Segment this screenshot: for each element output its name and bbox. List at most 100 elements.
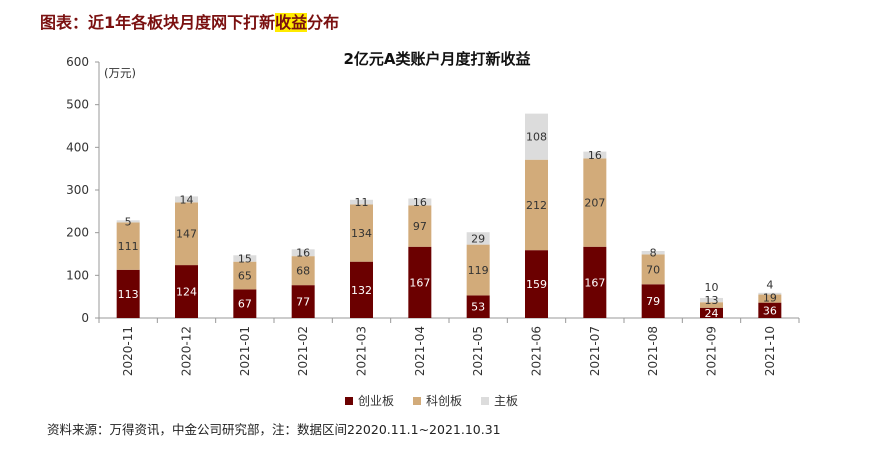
x-tick-label: 2021-06 — [530, 326, 544, 376]
legend-label: 科创板 — [426, 394, 462, 408]
bar-segment-创业板 — [700, 307, 723, 318]
bar-segment-科创板 — [175, 202, 198, 266]
source-note: 资料来源：万得资讯，中金公司研究部，注：数据区间22020.11.1~2021.… — [47, 422, 501, 437]
bar-segment-创业板 — [466, 295, 490, 318]
data-label: 97 — [413, 220, 427, 233]
bar-segment-主板 — [700, 297, 723, 303]
data-label: 16 — [413, 196, 427, 209]
y-tick-label: 600 — [66, 55, 89, 69]
bar-segment-科创板 — [291, 256, 315, 286]
y-tick-label: 0 — [81, 311, 89, 325]
bar-segment-科创板 — [641, 254, 665, 285]
data-label: 16 — [296, 247, 310, 260]
bar-segment-主板 — [233, 255, 257, 262]
bar-segment-主板 — [758, 292, 782, 295]
x-tick-label: 2020-12 — [180, 326, 194, 376]
data-label: 36 — [763, 304, 777, 317]
bar-segment-创业板 — [233, 289, 257, 318]
bar-segment-科创板 — [758, 294, 782, 303]
bar-segment-科创板 — [233, 261, 257, 290]
data-label: 124 — [176, 286, 197, 299]
bar-segment-创业板 — [350, 261, 373, 318]
data-label: 5 — [125, 215, 132, 228]
data-label: 68 — [296, 265, 310, 278]
x-tick-label: 2021-09 — [705, 326, 719, 376]
bar-segment-科创板 — [350, 204, 373, 262]
data-label: 11 — [355, 196, 369, 209]
x-tick-label: 2021-02 — [296, 326, 310, 376]
y-tick-label: 500 — [66, 98, 89, 112]
data-label: 16 — [588, 149, 602, 162]
page-title: 图表：近1年各板块月度网下打新收益分布 — [40, 9, 339, 33]
data-label: 8 — [650, 247, 657, 260]
data-label: 132 — [351, 284, 372, 297]
data-label: 29 — [471, 232, 485, 245]
bar-segment-科创板 — [525, 159, 548, 251]
bar-segment-主板 — [583, 151, 607, 159]
y-tick-label: 400 — [66, 140, 89, 154]
data-label: 134 — [351, 227, 372, 240]
bar-segment-主板 — [525, 113, 548, 160]
legend-swatch — [481, 397, 489, 405]
x-tick-label: 2021-08 — [646, 326, 660, 376]
data-label: 19 — [763, 291, 777, 304]
data-label: 15 — [238, 252, 252, 265]
data-label: 119 — [468, 264, 489, 277]
data-label: 67 — [238, 298, 252, 311]
data-label: 77 — [296, 296, 310, 309]
x-tick-label: 2021-01 — [238, 326, 252, 376]
data-label: 167 — [409, 276, 430, 289]
legend-label: 创业板 — [358, 394, 394, 408]
data-label: 212 — [526, 199, 547, 212]
legend-swatch — [345, 397, 353, 405]
x-tick-label: 2021-04 — [413, 326, 427, 376]
data-label: 159 — [526, 278, 547, 291]
bar-segment-创业板 — [291, 285, 315, 318]
bar-segment-主板 — [408, 198, 432, 206]
bar-segment-创业板 — [116, 269, 140, 318]
title-text-end: 分布 — [307, 13, 340, 32]
data-label: 53 — [471, 301, 485, 314]
title-highlight: 收益 — [275, 13, 308, 32]
data-label: 147 — [176, 228, 197, 241]
bar-segment-科创板 — [583, 158, 607, 247]
bar-segment-主板 — [350, 199, 373, 205]
bar-segment-主板 — [291, 249, 315, 257]
data-label: 10 — [705, 281, 719, 294]
y-tick-label: 200 — [66, 226, 89, 240]
data-label: 79 — [646, 295, 660, 308]
bar-segment-创业板 — [758, 302, 782, 318]
bar-segment-科创板 — [408, 205, 432, 247]
bar-segment-创业板 — [175, 265, 198, 318]
bar-segment-创业板 — [525, 250, 548, 318]
bar-segment-科创板 — [700, 302, 723, 308]
y-tick-label: 100 — [66, 268, 89, 282]
legend-swatch — [413, 397, 421, 405]
bar-segment-科创板 — [116, 222, 140, 270]
bar-segment-主板 — [116, 220, 140, 223]
y-tick-label: 300 — [66, 183, 89, 197]
data-label: 70 — [646, 263, 660, 276]
data-label: 65 — [238, 270, 252, 283]
data-label: 24 — [705, 307, 719, 320]
bar-segment-创业板 — [408, 246, 432, 318]
x-tick-label: 2021-03 — [355, 326, 369, 376]
bar-segment-主板 — [175, 196, 198, 203]
data-label: 13 — [705, 294, 719, 307]
chart-title: 2亿元A类账户月度打新收益 — [343, 50, 530, 68]
legend-label: 主板 — [494, 394, 518, 408]
data-label: 111 — [118, 240, 139, 253]
data-label: 14 — [180, 193, 194, 206]
data-label: 108 — [526, 131, 547, 144]
bar-segment-创业板 — [641, 284, 665, 318]
data-label: 207 — [584, 197, 605, 210]
data-label: 167 — [584, 276, 605, 289]
bar-segment-主板 — [641, 251, 665, 255]
x-tick-label: 2020-11 — [121, 326, 135, 376]
title-text: 图表：近1年各板块月度网下打新 — [40, 13, 276, 32]
x-tick-label: 2021-05 — [471, 326, 485, 376]
bar-segment-科创板 — [466, 244, 490, 296]
bar-segment-创业板 — [583, 246, 607, 318]
x-tick-label: 2021-10 — [763, 326, 777, 376]
